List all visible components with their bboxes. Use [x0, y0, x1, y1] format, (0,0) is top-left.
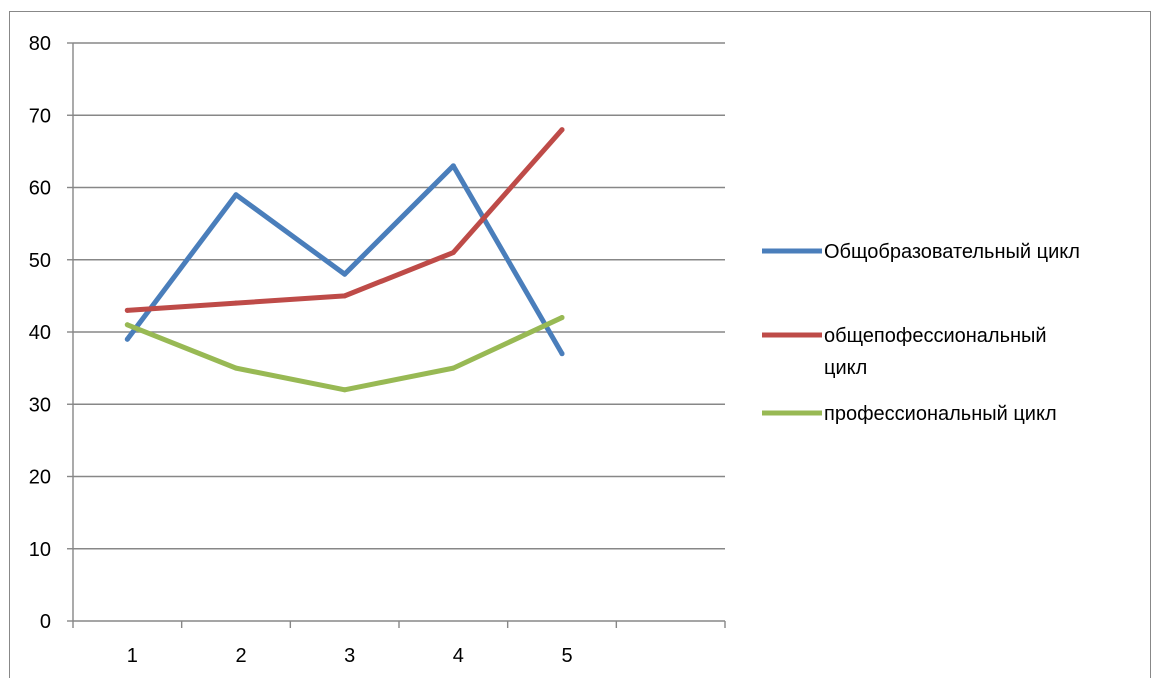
y-tick-label: 20 [29, 467, 51, 489]
x-tick-label: 3 [344, 645, 355, 667]
data-point [124, 322, 130, 328]
y-tick-label: 30 [29, 394, 51, 416]
data-point [124, 307, 130, 313]
y-tick-label: 0 [40, 611, 51, 633]
data-point [342, 387, 348, 393]
data-point [450, 163, 456, 169]
legend-label: общепофессиональный [824, 325, 1047, 347]
y-tick-label: 80 [29, 33, 51, 55]
y-tick-label: 60 [29, 178, 51, 200]
data-point [559, 351, 565, 357]
chart-border [9, 11, 1151, 683]
data-point [233, 192, 239, 198]
legend: Общобразовательный цикл общепофессиональн… [762, 241, 1080, 425]
y-tick-label: 10 [29, 539, 51, 561]
legend-label: цикл [824, 357, 867, 379]
data-point [342, 271, 348, 277]
gridlines [73, 42, 725, 550]
y-tick-label: 70 [29, 105, 51, 127]
data-point [450, 365, 456, 371]
axes: 0 10 20 30 40 50 60 70 80 1 2 3 4 5 [29, 33, 726, 667]
x-tick-label: 2 [235, 645, 246, 667]
data-point [233, 365, 239, 371]
legend-label: Общобразовательный цикл [824, 241, 1080, 263]
x-tick-label: 4 [453, 645, 464, 667]
x-tick-label: 1 [127, 645, 138, 667]
data-point [233, 300, 239, 306]
x-tick-label: 5 [561, 645, 572, 667]
legend-label: профессиональный цикл [824, 403, 1057, 425]
data-point [450, 250, 456, 256]
y-tick-label: 50 [29, 250, 51, 272]
data-point [342, 293, 348, 299]
data-point [124, 336, 130, 342]
data-point [559, 127, 565, 133]
y-tick-label: 40 [29, 322, 51, 344]
plot-area [124, 127, 565, 393]
data-point [559, 315, 565, 321]
